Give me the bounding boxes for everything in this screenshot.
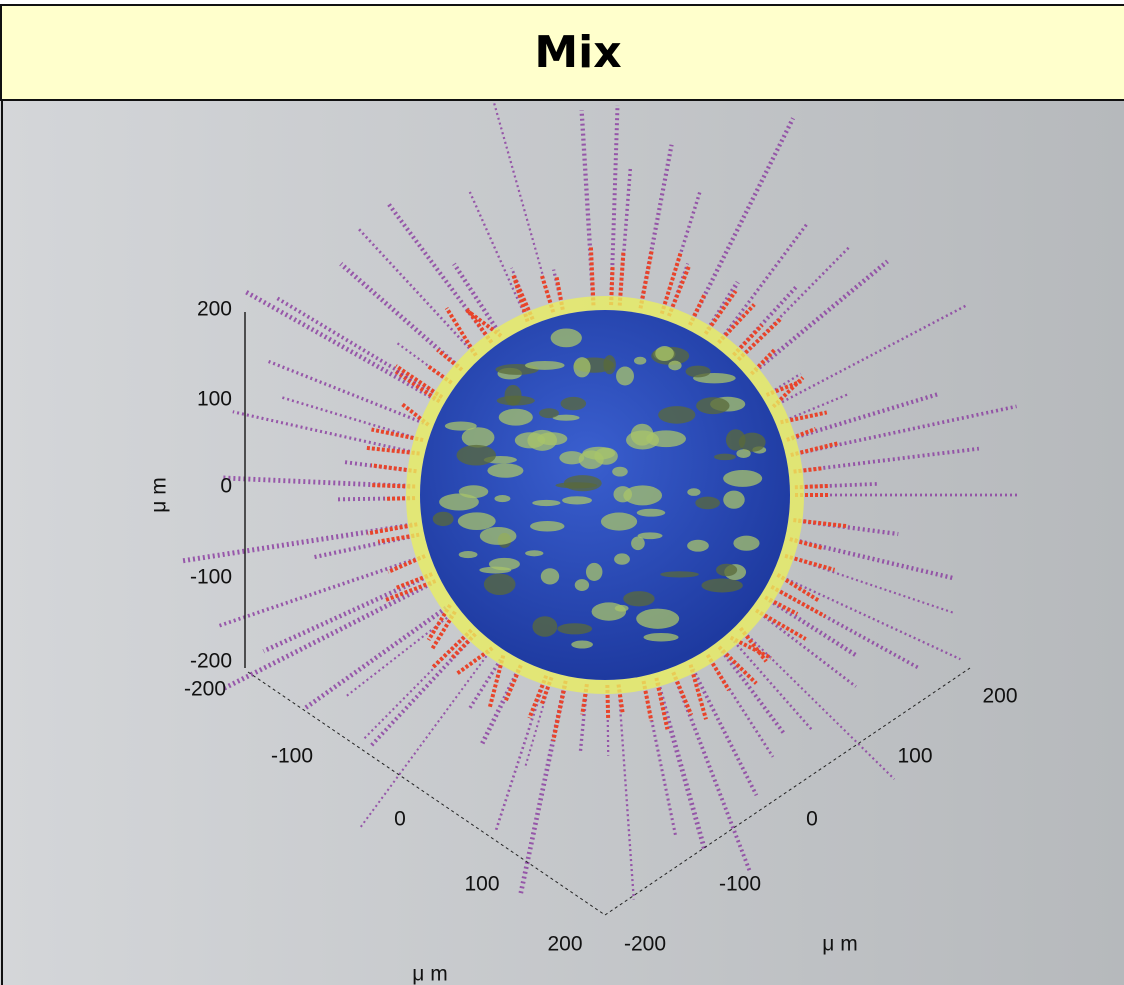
patch — [530, 521, 564, 532]
patch — [575, 579, 589, 591]
patch — [638, 532, 663, 539]
tick-label: 200 — [547, 933, 582, 956]
patch — [559, 451, 584, 464]
patch — [658, 406, 695, 424]
patch — [723, 470, 762, 487]
patch — [655, 346, 674, 361]
patch — [555, 482, 597, 488]
patch — [489, 558, 520, 571]
patch — [484, 574, 516, 595]
patch — [723, 491, 744, 509]
render-view: 200 100 0 -100 -200 μ m -200 -100 0 100 200 μ m -200… — [0, 101, 1124, 985]
patch — [494, 495, 510, 502]
patch — [586, 563, 603, 581]
patch — [505, 385, 522, 406]
tick-label: 0 — [220, 475, 232, 498]
patch — [637, 509, 666, 517]
patch — [634, 357, 646, 365]
tick-label: -100 — [271, 745, 313, 768]
patch — [714, 454, 736, 460]
patch — [616, 367, 634, 386]
patch — [612, 467, 628, 477]
tick-label: 0 — [394, 808, 406, 831]
patch — [716, 564, 737, 576]
patch — [736, 449, 750, 458]
patch — [433, 512, 454, 526]
patch — [573, 357, 590, 377]
patch — [537, 432, 567, 445]
axis-title: μ m — [148, 477, 171, 512]
patch — [614, 553, 630, 564]
tick-label: 200 — [197, 298, 232, 321]
patch — [686, 366, 711, 378]
patch — [660, 571, 699, 577]
patch — [613, 486, 632, 502]
patch — [668, 361, 681, 371]
patch — [592, 602, 627, 620]
axis-title: μ m — [412, 963, 447, 985]
patch — [687, 540, 709, 552]
patch — [601, 513, 637, 531]
patch — [726, 429, 746, 450]
patch — [623, 591, 654, 606]
patch — [532, 616, 557, 637]
title: Mix — [534, 27, 621, 78]
patch — [701, 578, 742, 592]
patch — [525, 361, 565, 370]
patch — [631, 424, 654, 446]
patch — [561, 397, 586, 410]
patch — [636, 609, 679, 629]
tick-label: -100 — [719, 873, 761, 896]
patch — [733, 536, 759, 551]
header: Mix — [0, 4, 1124, 101]
tick-label: 100 — [197, 388, 232, 411]
tick-label: -200 — [184, 678, 226, 701]
patch — [696, 397, 729, 414]
patch — [459, 551, 478, 558]
tick-label: 100 — [464, 873, 499, 896]
patch — [459, 485, 488, 498]
patch — [695, 497, 720, 510]
patch — [603, 355, 615, 374]
tick-label: -200 — [624, 933, 666, 956]
tick-label: 200 — [982, 685, 1017, 708]
patch — [594, 448, 618, 465]
patch — [462, 427, 495, 447]
page: Mix 200 100 0 -100 -200 μ m -200 -100 0 100 200 μ m… — [0, 0, 1124, 985]
patch — [557, 623, 592, 634]
tick-label: 100 — [897, 745, 932, 768]
patch — [644, 633, 679, 641]
patch — [541, 568, 559, 584]
patch — [487, 463, 523, 477]
tick-label: -100 — [190, 566, 232, 589]
patch — [458, 512, 496, 530]
patch — [571, 641, 593, 649]
tick-label: -200 — [190, 650, 232, 673]
patch — [551, 328, 582, 347]
tick-label: 0 — [806, 808, 818, 831]
patch — [525, 550, 543, 556]
patch — [532, 500, 560, 506]
patch — [456, 445, 496, 466]
patch — [539, 408, 559, 418]
patch — [562, 496, 592, 504]
patch — [631, 537, 645, 551]
patch — [480, 527, 517, 545]
patch — [499, 409, 533, 426]
axis-title: μ m — [822, 933, 857, 956]
patch — [687, 488, 700, 496]
